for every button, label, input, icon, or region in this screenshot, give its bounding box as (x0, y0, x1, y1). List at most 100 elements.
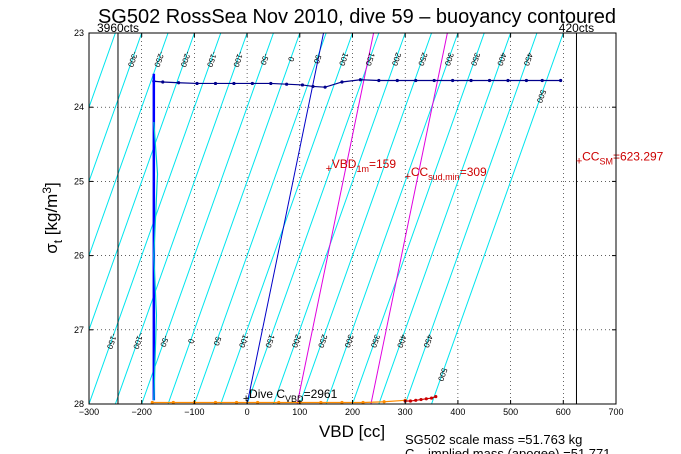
x-tick-label: 300 (398, 407, 413, 417)
buoyancy-contour (299, 33, 433, 404)
data-point (311, 84, 315, 89)
y-axis-label-close: ] (42, 182, 61, 187)
data-point (414, 78, 418, 83)
data-point (161, 80, 165, 84)
contour-label: 350 (469, 51, 482, 67)
data-point (323, 85, 327, 89)
contour-label: -200 (178, 50, 192, 69)
annotation-marker: + (576, 156, 582, 168)
contour-label: 250 (316, 333, 329, 349)
axes-frame (88, 32, 617, 405)
buoyancy-contour (89, 33, 195, 332)
y-tick-label: 24 (74, 102, 84, 112)
plot-clipped-layer (0, 33, 616, 404)
data-point (232, 81, 236, 86)
data-point (213, 400, 218, 404)
buoyancy-contour (89, 33, 169, 258)
x-tick-label: 400 (450, 407, 465, 417)
vertical-marker-label: 420cts (559, 21, 594, 35)
contour-label: 200 (390, 51, 403, 67)
data-point (377, 78, 381, 83)
annotation-label: VBD1m=159 (332, 157, 397, 174)
annotation-marker: + (243, 393, 249, 405)
buoyancy-contour (89, 33, 116, 109)
buoyancy-contour (89, 33, 143, 183)
contour-label: -50 (158, 334, 171, 348)
contour-label: -50 (258, 52, 271, 66)
contour-label: 300 (342, 333, 355, 349)
data-point (171, 400, 175, 404)
buoyancy-contour (220, 33, 353, 404)
data-point (250, 81, 254, 86)
data-point (361, 400, 365, 404)
x-tick-label: 700 (608, 407, 623, 417)
y-tick-label: 25 (74, 176, 84, 186)
footer-line-2: implied mass (apogee) =51.771 (428, 446, 610, 454)
annotation-label: Dive CVBD=2961 (249, 387, 338, 404)
contour-label: -300 (126, 50, 140, 69)
data-point (429, 396, 434, 400)
contour-label: 300 (442, 51, 455, 67)
data-point (277, 400, 281, 404)
footer-prefix: C (405, 446, 414, 454)
buoyancy-contour (246, 33, 380, 404)
buoyancy-contour (272, 33, 406, 404)
contour-label: -150 (105, 332, 119, 351)
contour-label: 150 (363, 51, 376, 67)
x-tick-label: 600 (556, 407, 571, 417)
reference-line-magenta-1 (296, 33, 375, 404)
data-point (234, 400, 239, 404)
contour-label: 350 (369, 333, 382, 349)
buoyancy-contour (378, 33, 512, 404)
data-point (451, 78, 455, 83)
y-axis-label-sub: t (51, 239, 65, 243)
buoyancy-contour (167, 33, 301, 404)
contour-label: -150 (205, 50, 219, 69)
contour-label: 500 (436, 367, 449, 383)
data-point (285, 82, 289, 86)
contour-label: -100 (131, 332, 145, 351)
reference-line-magenta-2 (370, 33, 448, 404)
data-point (358, 78, 363, 82)
contour-label: 200 (290, 333, 303, 349)
buoyancy-contour (193, 33, 327, 404)
data-point (340, 400, 344, 404)
x-tick-label: 100 (292, 407, 307, 417)
data-point (382, 400, 386, 404)
contour-label: 0 (286, 55, 296, 63)
data-point (256, 400, 260, 404)
y-axis-label-main: σ (42, 243, 61, 254)
x-tick-label: −100 (184, 407, 204, 417)
buoyancy-contour (404, 33, 538, 404)
data-point (434, 394, 438, 399)
data-point (150, 400, 154, 404)
contour-label: 100 (237, 333, 250, 349)
contour-label: -250 (152, 50, 166, 69)
data-point (487, 78, 492, 83)
data-point (269, 81, 273, 86)
buoyancy-contour (141, 33, 274, 404)
y-axis-label-rest: [kg/m (42, 194, 61, 240)
buoyancy-contour (431, 33, 564, 404)
annotation-marker: + (326, 163, 332, 175)
data-point (419, 397, 423, 402)
y-axis-label: σt [kg/m3] (40, 182, 65, 254)
data-point (319, 400, 323, 404)
chart-title: SG502 RossSea Nov 2010, dive 59 – buoyan… (98, 6, 616, 28)
buoyancy-contour (352, 33, 485, 404)
contour-label: 400 (495, 51, 508, 67)
data-point (195, 81, 199, 86)
x-axis-label: VBD [cc] (319, 422, 385, 441)
data-point (213, 81, 218, 86)
contour-label: 100 (337, 51, 350, 67)
data-point (414, 398, 418, 402)
contour-label: 450 (421, 333, 434, 349)
buoyancy-contour (0, 33, 36, 404)
x-tick-label: 200 (345, 407, 360, 417)
x-tick-label: −300 (79, 407, 99, 417)
vertical-marker-label: 3960cts (97, 21, 139, 35)
y-tick-label: 28 (74, 399, 84, 409)
buoyancy-contour (114, 33, 248, 404)
reference-line-blue (246, 33, 325, 404)
